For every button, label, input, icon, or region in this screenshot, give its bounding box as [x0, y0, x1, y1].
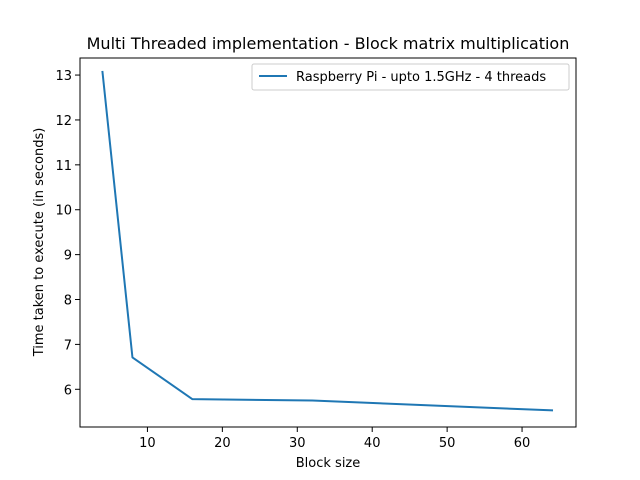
plot-frame: [79, 57, 577, 428]
x-axis-label: Block size: [296, 456, 361, 471]
x-tick-label: 30: [289, 436, 306, 451]
legend: Raspberry Pi - upto 1.5GHz - 4 threads: [251, 63, 570, 91]
y-tick-label: 8: [64, 294, 72, 309]
y-tick-label: 9: [64, 249, 72, 264]
y-tick-label: 12: [55, 114, 72, 129]
x-tick-label: 40: [364, 436, 381, 451]
plot-area: 10 20 30 40 50 60 6 7 8 9 10 11 12 13: [55, 57, 577, 451]
x-tick-label: 60: [514, 436, 531, 451]
chart-title: Multi Threaded implementation - Block ma…: [87, 34, 570, 53]
x-tick-label: 20: [214, 436, 231, 451]
x-tick-label: 10: [139, 436, 156, 451]
x-tick-label: 50: [439, 436, 456, 451]
y-tick-label: 7: [64, 338, 72, 353]
y-tick-label: 11: [55, 159, 72, 174]
legend-series-label: Raspberry Pi - upto 1.5GHz - 4 threads: [296, 70, 546, 85]
y-tick-label: 6: [64, 383, 72, 398]
y-axis-ticks: 6 7 8 9 10 11 12 13: [55, 69, 80, 398]
y-tick-label: 13: [55, 69, 72, 84]
x-axis-ticks: 10 20 30 40 50 60: [139, 427, 530, 451]
series-layer: [101, 70, 554, 412]
y-axis-label: Time taken to execute (in seconds): [32, 128, 47, 358]
y-tick-label: 10: [55, 204, 72, 219]
legend-box: [251, 63, 570, 91]
